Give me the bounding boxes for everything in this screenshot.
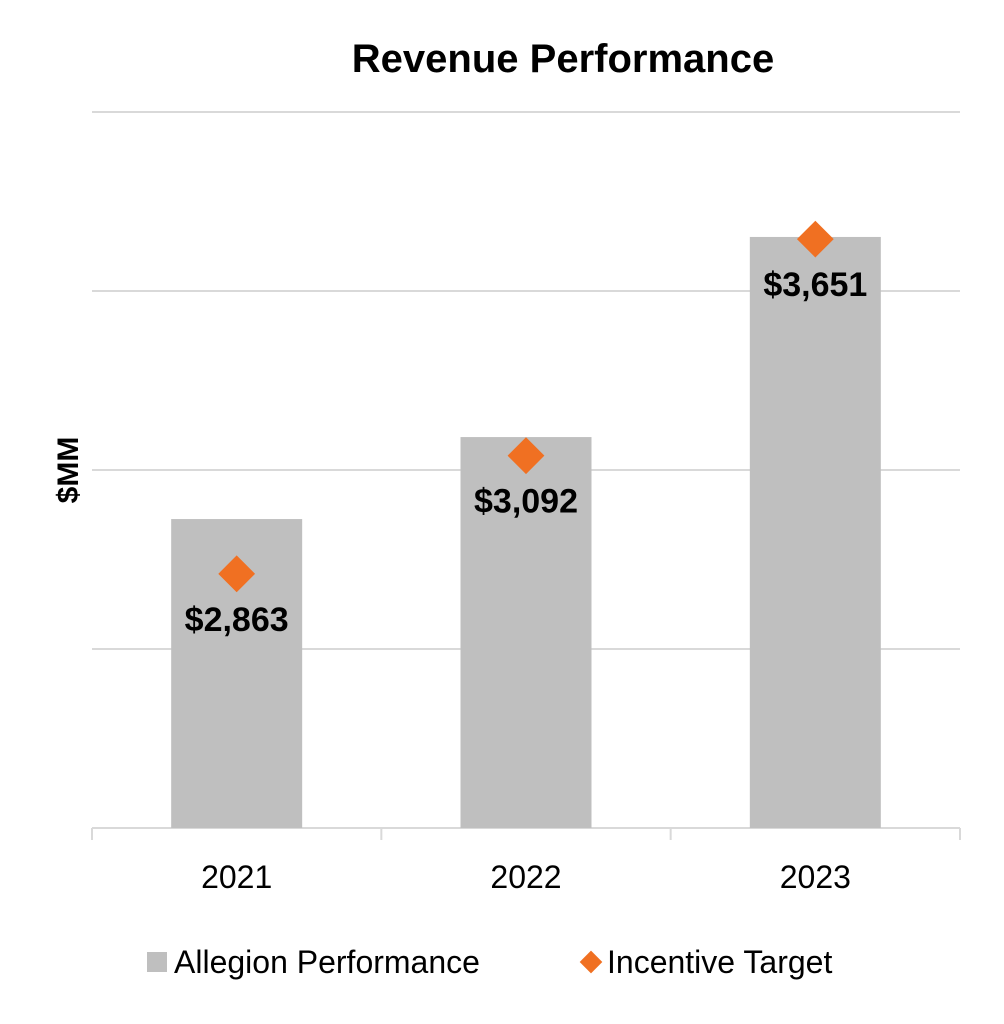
target-marker-2021	[218, 555, 256, 593]
legend-swatch-performance	[147, 952, 167, 972]
data-label-2022: $3,092	[474, 483, 578, 521]
chart-title: Revenue Performance	[352, 37, 774, 81]
legend: Allegion Performance Incentive Target	[147, 944, 832, 980]
x-tick-label: 2023	[780, 859, 851, 895]
x-tick-label: 2022	[490, 859, 561, 895]
x-tick-label: 2021	[201, 859, 272, 895]
y-axis-label: $MM	[52, 437, 85, 504]
legend-swatch-target	[579, 950, 603, 974]
legend-label-target: Incentive Target	[607, 944, 832, 980]
bar-2023	[749, 236, 881, 828]
target-marker-2022	[507, 437, 545, 475]
data-label-2021: $2,863	[185, 601, 289, 639]
legend-label-performance: Allegion Performance	[174, 944, 480, 980]
target-marker-2023	[796, 220, 834, 258]
bar-2022	[460, 437, 592, 828]
data-label-2023: $3,651	[763, 266, 867, 304]
